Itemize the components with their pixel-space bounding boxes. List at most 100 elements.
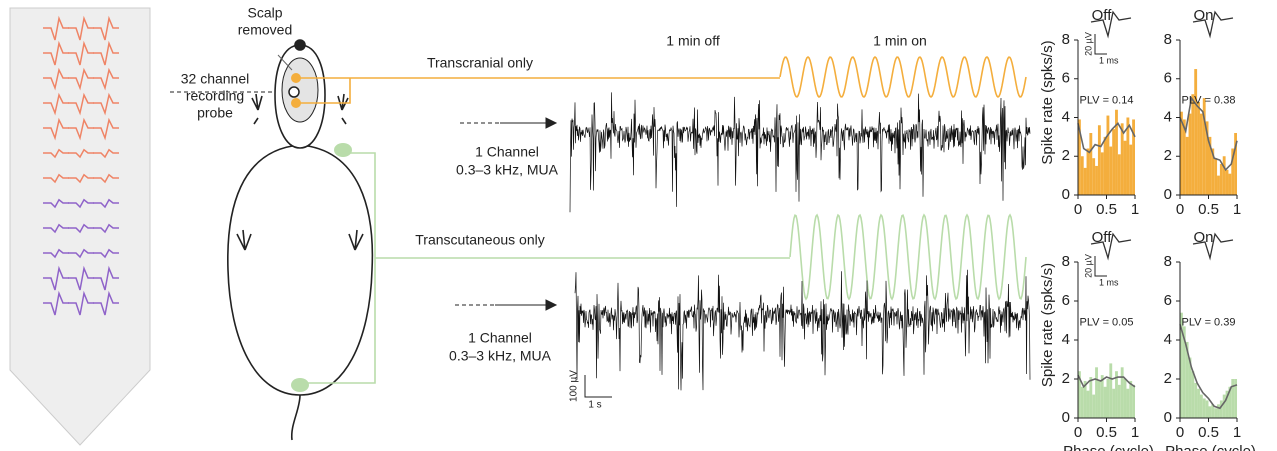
scale-label: 1 s — [588, 400, 601, 411]
y-tick-label: 0 — [1062, 409, 1070, 426]
bar — [1092, 395, 1095, 418]
x-tick-label: 1 — [1233, 201, 1241, 218]
bar — [1191, 94, 1194, 195]
scalp-label: removed — [238, 22, 292, 38]
bar — [1206, 400, 1209, 418]
bar — [1084, 168, 1087, 195]
bar — [1194, 69, 1197, 195]
y-tick-label: 4 — [1164, 108, 1172, 125]
bar — [1118, 154, 1121, 195]
y-tick-label: 4 — [1062, 108, 1070, 125]
y-axis-label: Spike rate (spks/s) — [1039, 263, 1056, 387]
x-axis-label: Phase (cycle) — [1165, 443, 1256, 451]
period-label: 1 min on — [873, 33, 927, 49]
y-tick-label: 2 — [1062, 370, 1070, 387]
probe-shank — [10, 8, 150, 445]
bar — [1129, 145, 1132, 195]
bar — [1214, 158, 1217, 195]
y-tick-label: 2 — [1164, 370, 1172, 387]
bar — [1095, 166, 1098, 195]
bar — [1217, 176, 1220, 195]
bar — [1104, 387, 1107, 418]
stimulus-label: Transcranial only — [427, 55, 533, 71]
y-tick-label: 4 — [1164, 331, 1172, 348]
bar — [1098, 381, 1101, 418]
bar — [1191, 371, 1194, 418]
x-tick-label: 0 — [1074, 201, 1082, 218]
bar — [1189, 114, 1192, 195]
mua-trace — [570, 92, 1030, 212]
bar — [1115, 110, 1118, 195]
bar — [1101, 152, 1104, 195]
x-tick-label: 0 — [1176, 201, 1184, 218]
bar — [1129, 381, 1132, 418]
bar — [1223, 395, 1226, 418]
x-tick-label: 0.5 — [1096, 201, 1117, 218]
bar — [1200, 114, 1203, 195]
probe-label: recording — [186, 88, 244, 104]
x-axis-label: Phase (cycle) — [1063, 443, 1154, 451]
x-tick-label: 1 — [1233, 424, 1241, 441]
bar — [1109, 147, 1112, 195]
bar — [1092, 158, 1095, 195]
bar — [1220, 164, 1223, 195]
x-tick-label: 1 — [1131, 201, 1139, 218]
x-tick-label: 0 — [1176, 424, 1184, 441]
probe-label: 32 channel — [181, 71, 250, 87]
electrode — [291, 73, 301, 83]
channel-label: 0.3–3 kHz, MUA — [449, 348, 552, 364]
bar — [1098, 125, 1101, 195]
plv-annotation: PLV = 0.39 — [1182, 317, 1236, 329]
bar — [1223, 156, 1226, 195]
histograms: 0246800.51OffPLV = 0.1420 µV1 msSpike ra… — [1039, 7, 1256, 451]
bar — [1200, 395, 1203, 418]
bar — [1186, 137, 1189, 195]
stimulus-label: Transcutaneous only — [415, 232, 544, 248]
bar — [1089, 133, 1092, 195]
plv-annotation: PLV = 0.38 — [1182, 94, 1236, 106]
bar — [1209, 406, 1212, 418]
bar — [1231, 379, 1234, 418]
y-tick-label: 0 — [1062, 186, 1070, 203]
bar — [1087, 391, 1090, 418]
bar — [1089, 377, 1092, 418]
bar — [1112, 129, 1115, 195]
electrode — [291, 98, 301, 108]
bar — [1118, 385, 1121, 418]
stimulus-wave — [780, 57, 1026, 97]
scale-bar — [1095, 256, 1107, 276]
scale-label: 100 µV — [569, 370, 580, 402]
y-axis-label: Spike rate (spks/s) — [1039, 40, 1056, 164]
bar — [1214, 408, 1217, 418]
bar — [1197, 389, 1200, 418]
scalp-label: Scalp — [247, 5, 282, 21]
plv-annotation: PLV = 0.14 — [1080, 94, 1134, 106]
probe-label: probe — [197, 105, 233, 121]
y-tick-label: 0 — [1164, 409, 1172, 426]
mua-trace — [575, 270, 1030, 391]
y-tick-label: 4 — [1062, 331, 1070, 348]
bar — [1107, 116, 1110, 195]
y-tick-label: 6 — [1062, 292, 1070, 309]
scale-label: 20 µV — [1083, 32, 1093, 56]
y-tick-label: 8 — [1062, 31, 1070, 48]
bar — [1112, 389, 1115, 418]
bar — [1126, 389, 1129, 418]
x-tick-label: 1 — [1131, 424, 1139, 441]
scale-bar — [1095, 34, 1107, 54]
bar — [1197, 102, 1200, 195]
stimulus-wave — [790, 215, 1026, 299]
y-tick-label: 8 — [1062, 253, 1070, 270]
channel-label: 1 Channel — [468, 330, 532, 346]
skull — [282, 58, 318, 122]
x-tick-label: 0.5 — [1198, 424, 1219, 441]
period-label: 1 min off — [666, 33, 720, 49]
bar — [1217, 404, 1220, 418]
bar — [1220, 400, 1223, 418]
y-tick-label: 0 — [1164, 186, 1172, 203]
x-tick-label: 0.5 — [1096, 424, 1117, 441]
y-tick-label: 8 — [1164, 31, 1172, 48]
y-tick-label: 6 — [1062, 70, 1070, 87]
scale-label: 20 µV — [1083, 254, 1093, 278]
channel-label: 1 Channel — [475, 144, 539, 160]
